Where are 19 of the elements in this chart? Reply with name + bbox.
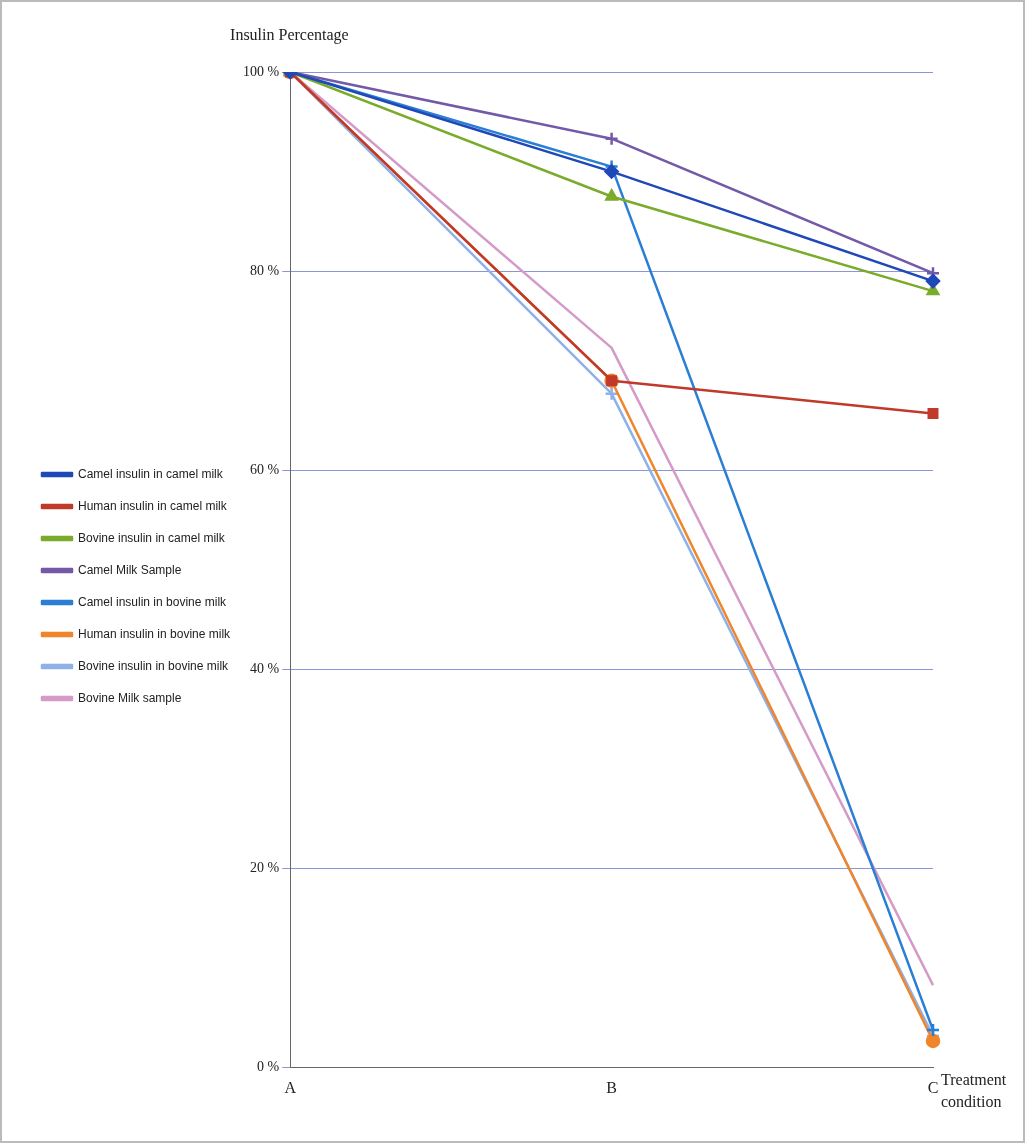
x-tick-label: C (927, 1078, 939, 1096)
y-tick-label: 100 % (243, 63, 280, 79)
legend-label: Human insulin in camel milk (78, 498, 228, 513)
legend-label: Human insulin in bovine milk (78, 626, 232, 641)
y-tick-label: 20 % (250, 860, 280, 876)
y-tick-label: 40 % (250, 661, 280, 677)
x-axis-title: Treatment condition (941, 1071, 1007, 1111)
x-tick-label: A (284, 1078, 297, 1096)
legend-label: Camel insulin in camel milk (78, 466, 224, 481)
y-tick-label: 60 % (250, 461, 280, 477)
x-tick-label: B (606, 1078, 617, 1096)
legend-label: Camel Milk Sample (78, 562, 182, 577)
legend-label: Camel insulin in bovine milk (78, 594, 228, 609)
legend-label: Bovine insulin in camel milk (78, 530, 226, 545)
y-tick-label: 0 % (257, 1059, 280, 1075)
y-axis-title: Insulin Percentage (230, 26, 349, 45)
y-tick-label: 80 % (250, 262, 280, 278)
legend-label: Bovine insulin in bovine milk (78, 658, 230, 673)
legend-label: Bovine Milk sample (78, 690, 182, 705)
